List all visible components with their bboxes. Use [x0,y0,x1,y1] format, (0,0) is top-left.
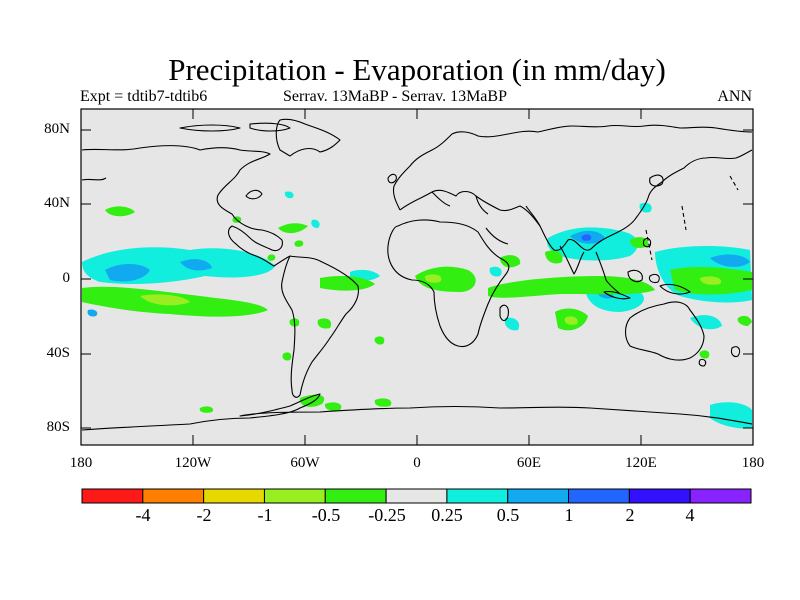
axis-ticks [81,109,753,445]
colorbar-label: 1 [564,505,574,525]
colorbar-label: 4 [685,505,695,525]
y-tick-label: 0 [62,270,71,286]
colorbar-swatch [324,488,387,504]
season-label: ANN [717,88,752,105]
colorbar-label: -4 [135,505,151,525]
colorbar-swatch [507,488,570,504]
x-tick-label: 0 [413,455,421,471]
colorbar-label: -0.25 [368,505,406,525]
experiment-label: Expt = tdtib7-tdtib6 [80,88,208,105]
colorbar [81,488,752,504]
x-tick-label: 180 [741,455,765,471]
strong-negative-regions [140,274,722,325]
x-tick-label: 60E [516,455,542,471]
y-tick-label: 40N [44,195,70,211]
x-tick-label: 60W [290,455,320,471]
colorbar-swatch [568,488,630,504]
colorbar-label: 2 [625,505,635,525]
coastlines [81,118,753,431]
x-tick-label: 120W [174,455,212,471]
page-title: Precipitation - Evaporation (in mm/day) [168,52,666,87]
colorbar-swatch [263,488,326,504]
y-tick-label: 80S [46,419,70,435]
colorbar-swatch [689,488,752,504]
colorbar-label: 0.5 [496,505,520,525]
colorbar-label: -2 [196,505,212,525]
y-tick-label: 40S [46,345,70,361]
colorbar-swatch [142,488,205,504]
map-panel [80,108,754,446]
x-tick-label: 180 [69,455,93,471]
colorbar-label: -0.5 [311,505,341,525]
y-tick-label: 80N [44,121,70,137]
map-frame [80,108,754,446]
colorbar-label: -1 [257,505,273,525]
colorbar-swatch [446,488,509,504]
colorbar-swatch [628,488,691,504]
x-tick-label: 120E [625,455,657,471]
dashed-coast-segments [645,175,739,261]
period-label: Serrav. 13MaBP - Serrav. 13MaBP [283,88,507,105]
colorbar-swatch [81,488,144,504]
colorbar-swatch [203,488,265,504]
colorbar-label: 0.25 [431,505,463,525]
colorbar-swatch [385,488,448,504]
